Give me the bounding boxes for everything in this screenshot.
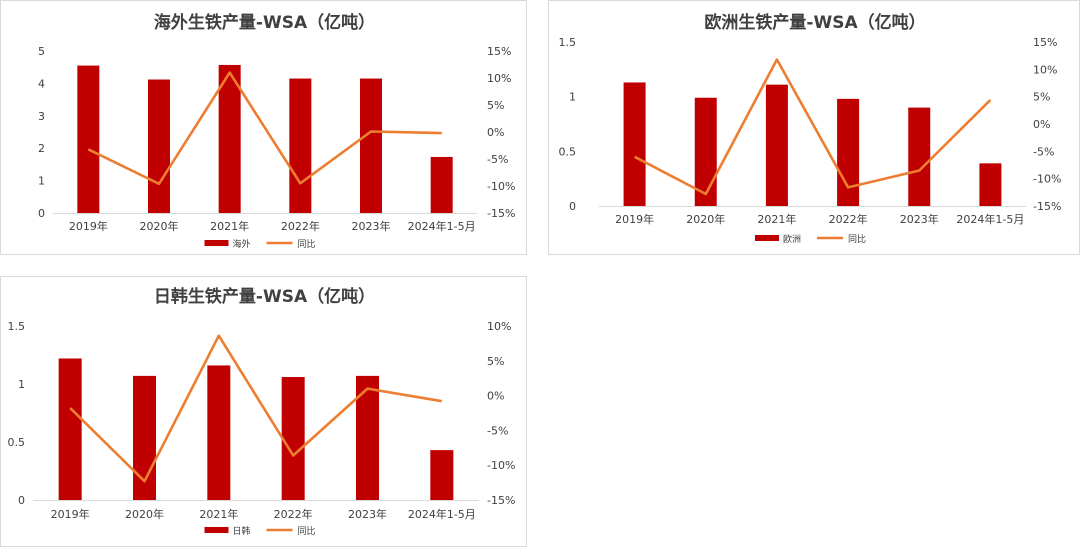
yoy-line (633, 58, 992, 196)
bar-europe (837, 98, 860, 206)
left-axis-tick-label: 0.5 (8, 436, 26, 449)
bar-japan-korea (356, 375, 379, 500)
chart-panel-europe: 欧洲生铁产量-WSA（亿吨） 0 0.5 1 1.5 -15% -10% -5% 0% 5% 10%… (548, 0, 1080, 255)
yoy-line (87, 71, 442, 186)
x-axis-category-label: 2024年1-5月 (956, 212, 1024, 226)
legend-line-label: 同比 (298, 525, 316, 537)
left-axis-tick-label: 1.5 (8, 320, 26, 333)
right-axis-tick-label: 5% (1033, 91, 1050, 104)
bar-japan-korea (281, 377, 305, 500)
x-axis-category-label: 2020年 (140, 219, 179, 233)
chart-title: 欧洲生铁产量-WSA（亿吨） (704, 12, 925, 33)
x-axis-category-label: 2023年 (900, 212, 939, 226)
right-axis-tick-label: 0% (487, 390, 504, 403)
bar-japan-korea (430, 450, 454, 500)
bar-overseas (360, 78, 382, 213)
right-axis-tick-label: -15% (487, 494, 515, 507)
left-axis-tick-label: 0 (18, 494, 25, 507)
bar-japan-korea (207, 365, 231, 500)
right-axis-tick-label: -5% (487, 153, 508, 166)
left-axis-tick-label: 1 (38, 175, 45, 188)
left-axis-tick-label: 1 (569, 91, 576, 104)
chart-svg-overseas: 海外生铁产量-WSA（亿吨） 0 1 2 3 4 5 -15% -10% -5% 0% 5% 10% 15… (38, 12, 515, 250)
x-axis-category-label: 2020年 (686, 212, 725, 226)
x-axis-category-label: 2021年 (757, 212, 796, 226)
bar-overseas (77, 65, 100, 213)
legend-line-label: 同比 (298, 238, 316, 250)
right-axis-tick-label: -5% (1033, 145, 1054, 158)
bar-overseas (218, 64, 241, 213)
x-axis-category-label: 2019年 (51, 507, 90, 521)
x-axis-category-label: 2024年1-5月 (408, 507, 476, 521)
x-axis-category-label: 2020年 (125, 507, 164, 521)
x-axis-category-label: 2024年1-5月 (408, 219, 476, 233)
x-axis-category-label: 2022年 (274, 507, 313, 521)
chart-panel-overseas: 海外生铁产量-WSA（亿吨） 0 1 2 3 4 5 -15% -10% -5% 0% 5% 10% 15… (0, 0, 527, 255)
left-axis-tick-label: 2 (38, 142, 45, 155)
right-axis-tick-label: 15% (487, 45, 511, 58)
x-axis-category-label: 2022年 (829, 212, 868, 226)
legend-bar-label: 日韩 (233, 525, 251, 537)
x-axis-category-label: 2022年 (281, 219, 320, 233)
right-axis-tick-label: 10% (487, 72, 511, 85)
legend-bar-swatch (204, 527, 229, 533)
bar-europe (908, 107, 931, 206)
chart-panel-japan-korea: 日韩生铁产量-WSA（亿吨） 0 0.5 1 1.5 -15% -10% -5% 0% 5% 10%… (0, 276, 527, 547)
legend-bar-swatch (755, 235, 779, 241)
right-axis-tick-label: 10% (487, 320, 511, 333)
right-axis-tick-label: 0% (487, 126, 504, 139)
chart-svg-europe: 欧洲生铁产量-WSA（亿吨） 0 0.5 1 1.5 -15% -10% -5% 0% 5% 10%… (559, 12, 1062, 245)
bar-europe (623, 82, 646, 206)
chart-title: 日韩生铁产量-WSA（亿吨） (154, 286, 375, 307)
bar-europe (765, 84, 788, 206)
right-axis-tick-label: -5% (487, 424, 508, 437)
right-axis-tick-label: -10% (1033, 173, 1061, 186)
bar-overseas (430, 156, 453, 213)
left-axis-tick-label: 0.5 (559, 145, 577, 158)
legend-bar-swatch (204, 240, 229, 246)
x-axis-category-label: 2021年 (210, 219, 249, 233)
right-axis-tick-label: 15% (1033, 36, 1057, 49)
right-axis-tick-label: 5% (487, 99, 504, 112)
x-axis-category-label: 2021年 (199, 507, 238, 521)
left-axis-tick-label: 1 (18, 378, 25, 391)
left-axis-tick-label: 1.5 (559, 36, 577, 49)
x-axis-category-label: 2019年 (615, 212, 654, 226)
legend-bar-label: 海外 (233, 238, 251, 250)
right-axis-tick-label: -15% (487, 207, 515, 220)
bar-overseas (289, 78, 312, 213)
right-axis-tick-label: -10% (487, 180, 515, 193)
x-axis-category-label: 2019年 (69, 219, 108, 233)
left-axis-tick-label: 0 (569, 200, 576, 213)
chart-title: 海外生铁产量-WSA（亿吨） (154, 12, 375, 33)
chart-svg-japan-korea: 日韩生铁产量-WSA（亿吨） 0 0.5 1 1.5 -15% -10% -5% 0% 5% 10%… (8, 286, 516, 537)
bar-europe (694, 97, 717, 206)
right-axis-tick-label: 5% (487, 355, 504, 368)
bar-japan-korea (58, 358, 82, 500)
legend-line-label: 同比 (848, 233, 866, 245)
x-axis-category-label: 2023年 (348, 507, 387, 521)
bar-overseas (148, 79, 170, 214)
left-axis-tick-label: 3 (38, 110, 45, 123)
yoy-line (69, 334, 443, 483)
left-axis-tick-label: 0 (38, 207, 45, 220)
x-axis-category-label: 2023年 (352, 219, 391, 233)
right-axis-tick-label: -15% (1033, 200, 1061, 213)
right-axis-tick-label: 10% (1033, 63, 1057, 76)
bar-europe (979, 163, 1002, 206)
right-axis-tick-label: 0% (1033, 118, 1050, 131)
left-axis-tick-label: 5 (38, 45, 45, 58)
legend-bar-label: 欧洲 (783, 233, 801, 245)
right-axis-tick-label: -10% (487, 459, 515, 472)
left-axis-tick-label: 4 (38, 77, 45, 90)
